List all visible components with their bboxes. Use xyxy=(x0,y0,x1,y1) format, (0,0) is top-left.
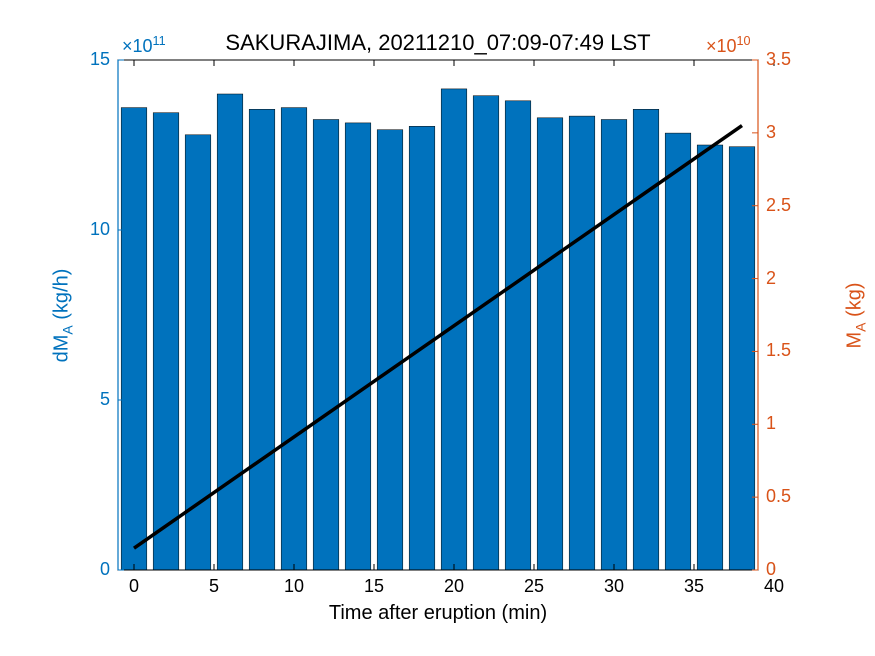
bar xyxy=(345,123,371,570)
bar xyxy=(537,118,563,570)
bar xyxy=(153,113,179,570)
x-tick: 35 xyxy=(674,576,714,597)
y-right-tick: 3 xyxy=(766,122,776,143)
plot-area xyxy=(0,0,875,656)
chart-title: SAKURAJIMA, 20211210_07:09-07:49 LST xyxy=(188,30,688,56)
y-right-tick: 1.5 xyxy=(766,340,791,361)
y-left-tick: 10 xyxy=(90,219,110,240)
bar xyxy=(665,133,691,570)
bar xyxy=(601,120,627,571)
exponent-left: ×1011 xyxy=(122,34,166,57)
bar xyxy=(473,96,499,570)
ylabel-right: MA (kg) xyxy=(844,266,869,366)
bar xyxy=(729,147,755,570)
bar xyxy=(505,101,531,570)
bar xyxy=(569,116,595,570)
ylabel-left: dMA (kg/h) xyxy=(51,256,76,376)
x-tick: 15 xyxy=(354,576,394,597)
y-right-tick: 0.5 xyxy=(766,486,791,507)
bar xyxy=(217,94,243,570)
exponent-right: ×1010 xyxy=(706,34,751,57)
x-tick: 10 xyxy=(274,576,314,597)
y-left-tick: 15 xyxy=(90,49,110,70)
y-right-tick: 0 xyxy=(766,559,776,580)
bar xyxy=(697,145,723,570)
x-tick: 25 xyxy=(514,576,554,597)
bar xyxy=(121,108,147,570)
xlabel: Time after eruption (min) xyxy=(298,602,578,625)
x-tick: 0 xyxy=(114,576,154,597)
x-tick: 20 xyxy=(434,576,474,597)
bar xyxy=(281,108,307,570)
y-right-tick: 2 xyxy=(766,268,776,289)
y-right-tick: 2.5 xyxy=(766,195,791,216)
y-left-tick: 0 xyxy=(100,559,110,580)
bar xyxy=(377,130,403,570)
chart-container: SAKURAJIMA, 20211210_07:09-07:49 LST ×10… xyxy=(0,0,875,656)
bar xyxy=(441,89,467,570)
x-tick: 5 xyxy=(194,576,234,597)
bar xyxy=(249,109,275,570)
x-tick: 30 xyxy=(594,576,634,597)
bar xyxy=(633,109,659,570)
y-left-tick: 5 xyxy=(100,389,110,410)
y-right-tick: 1 xyxy=(766,413,776,434)
bar xyxy=(313,120,339,571)
y-right-tick: 3.5 xyxy=(766,49,791,70)
